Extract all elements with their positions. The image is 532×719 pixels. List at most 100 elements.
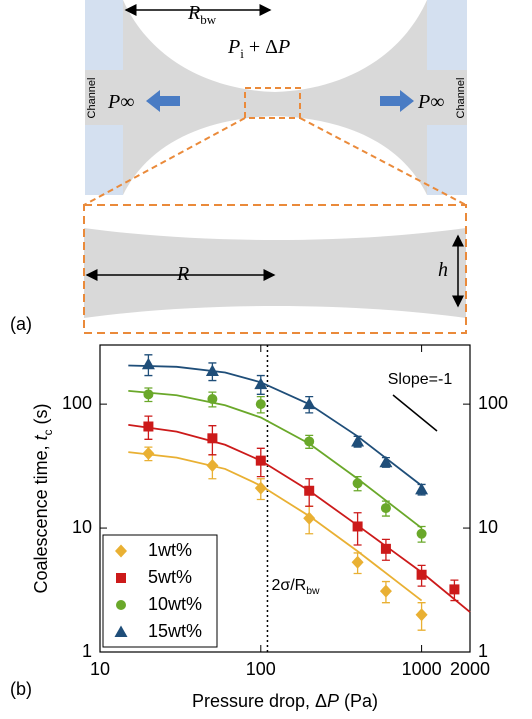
text-run: P [107,91,120,113]
point [254,377,268,390]
zoom-box [244,87,301,119]
point [142,446,155,460]
point [351,555,364,569]
point [302,397,316,410]
text-run: P [227,36,240,58]
point [352,521,363,532]
zoom-panel [83,204,467,334]
fit-line [128,423,471,613]
text-run: + Δ [244,36,278,58]
pressure-label: P∞ [417,91,444,113]
zoom-line [299,117,467,206]
point [255,399,266,410]
x-tick-label: 2000 [450,659,490,679]
legend-marker [114,625,128,637]
legend-label: 1wt% [148,540,192,560]
text-run: h [438,259,448,281]
point [415,482,429,495]
point [206,458,219,472]
bubble-bottom [123,116,427,195]
y2-tick-label: 10 [478,517,498,537]
text-run: (s) [31,404,51,430]
text-run: ∞ [430,91,444,113]
text-run: (Pa) [339,691,378,711]
text-run: R [176,263,189,285]
subscript: bw [200,12,217,27]
point [255,455,266,466]
channel-block [427,125,467,195]
text-run: t [31,434,51,440]
channel-fluid [427,70,467,125]
pressure-label: Pi + ΔP [227,36,290,62]
point [352,478,363,489]
legend-label: 15wt% [148,621,202,641]
flow-arrow [146,90,180,112]
text-run: Coalescence time, [31,440,51,593]
text-run: P [327,691,339,711]
diagram: (a) Rbw Pi + ΔP P∞ P∞ Channel Channel R … [10,0,467,334]
point [207,433,218,444]
bubble-top [123,0,427,92]
y2-tick-label: 1 [478,641,488,661]
point [141,357,155,370]
legend-label: 10wt% [148,594,202,614]
y-axis-label: Coalescence time, tc (s) [31,404,55,594]
legend-label: 5wt% [148,567,192,587]
point [207,394,218,405]
x-axis-label: Pressure drop, ΔP (Pa) [192,691,378,711]
point [379,584,392,598]
point [205,364,219,377]
point [415,608,428,622]
point [449,584,460,595]
point [304,436,315,447]
text-run: Pressure drop, Δ [192,691,327,711]
legend-marker [115,544,127,558]
radius-label: Rbw [187,2,217,28]
zoom-line [83,117,246,206]
channel-block [85,0,125,70]
point [380,543,391,554]
slope-label: Slope=-1 [388,371,453,388]
channel-block [85,125,125,195]
channel-fluid [85,70,125,125]
point [304,485,315,496]
x-tick-label: 1000 [402,659,442,679]
point [143,389,154,400]
point [416,528,427,539]
panel-label: (a) [10,314,32,334]
point [143,421,154,432]
fit-line [128,389,423,529]
neck-label: R [176,263,189,285]
channel-label: Channel [86,78,98,119]
x-tick-label: 10 [90,659,110,679]
text-run: P [277,36,290,58]
flow-arrow [380,90,414,112]
point [416,569,427,580]
point [254,481,267,495]
channel-label: Channel [455,78,467,119]
y2-tick-label: 100 [478,393,508,413]
text-run: P [417,91,430,113]
text-run: 2σ/R [271,577,306,594]
thickness-label: h [438,259,448,281]
text-run: R [187,2,200,24]
critical-label: 2σ/Rbw [271,577,320,597]
film [84,228,466,318]
y-tick-label: 100 [62,393,92,413]
subscript: c [42,429,55,435]
subscript: bw [306,586,320,597]
y-tick-label: 1 [82,641,92,661]
point [351,434,365,447]
channel-block [427,0,467,70]
subscript: i [240,46,244,61]
x-tick-label: 100 [246,659,276,679]
point [303,511,316,525]
pressure-label: P∞ [107,91,134,113]
text-run: ∞ [120,91,134,113]
legend-marker [116,600,126,610]
y-tick-label: 10 [72,517,92,537]
slope-guide [392,394,438,432]
legend-marker [116,573,126,583]
